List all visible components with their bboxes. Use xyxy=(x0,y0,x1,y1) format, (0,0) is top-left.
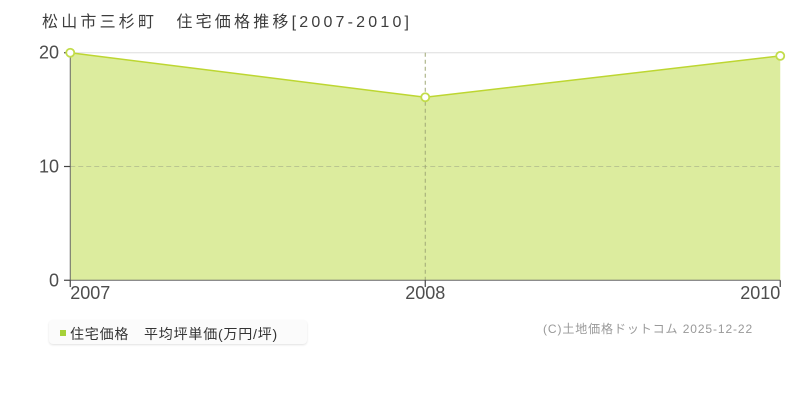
svg-text:2008: 2008 xyxy=(405,283,445,303)
svg-text:0: 0 xyxy=(49,271,59,291)
svg-text:2007: 2007 xyxy=(70,283,110,303)
svg-text:2010: 2010 xyxy=(740,283,780,303)
svg-text:10: 10 xyxy=(39,157,59,177)
svg-text:20: 20 xyxy=(39,43,59,63)
